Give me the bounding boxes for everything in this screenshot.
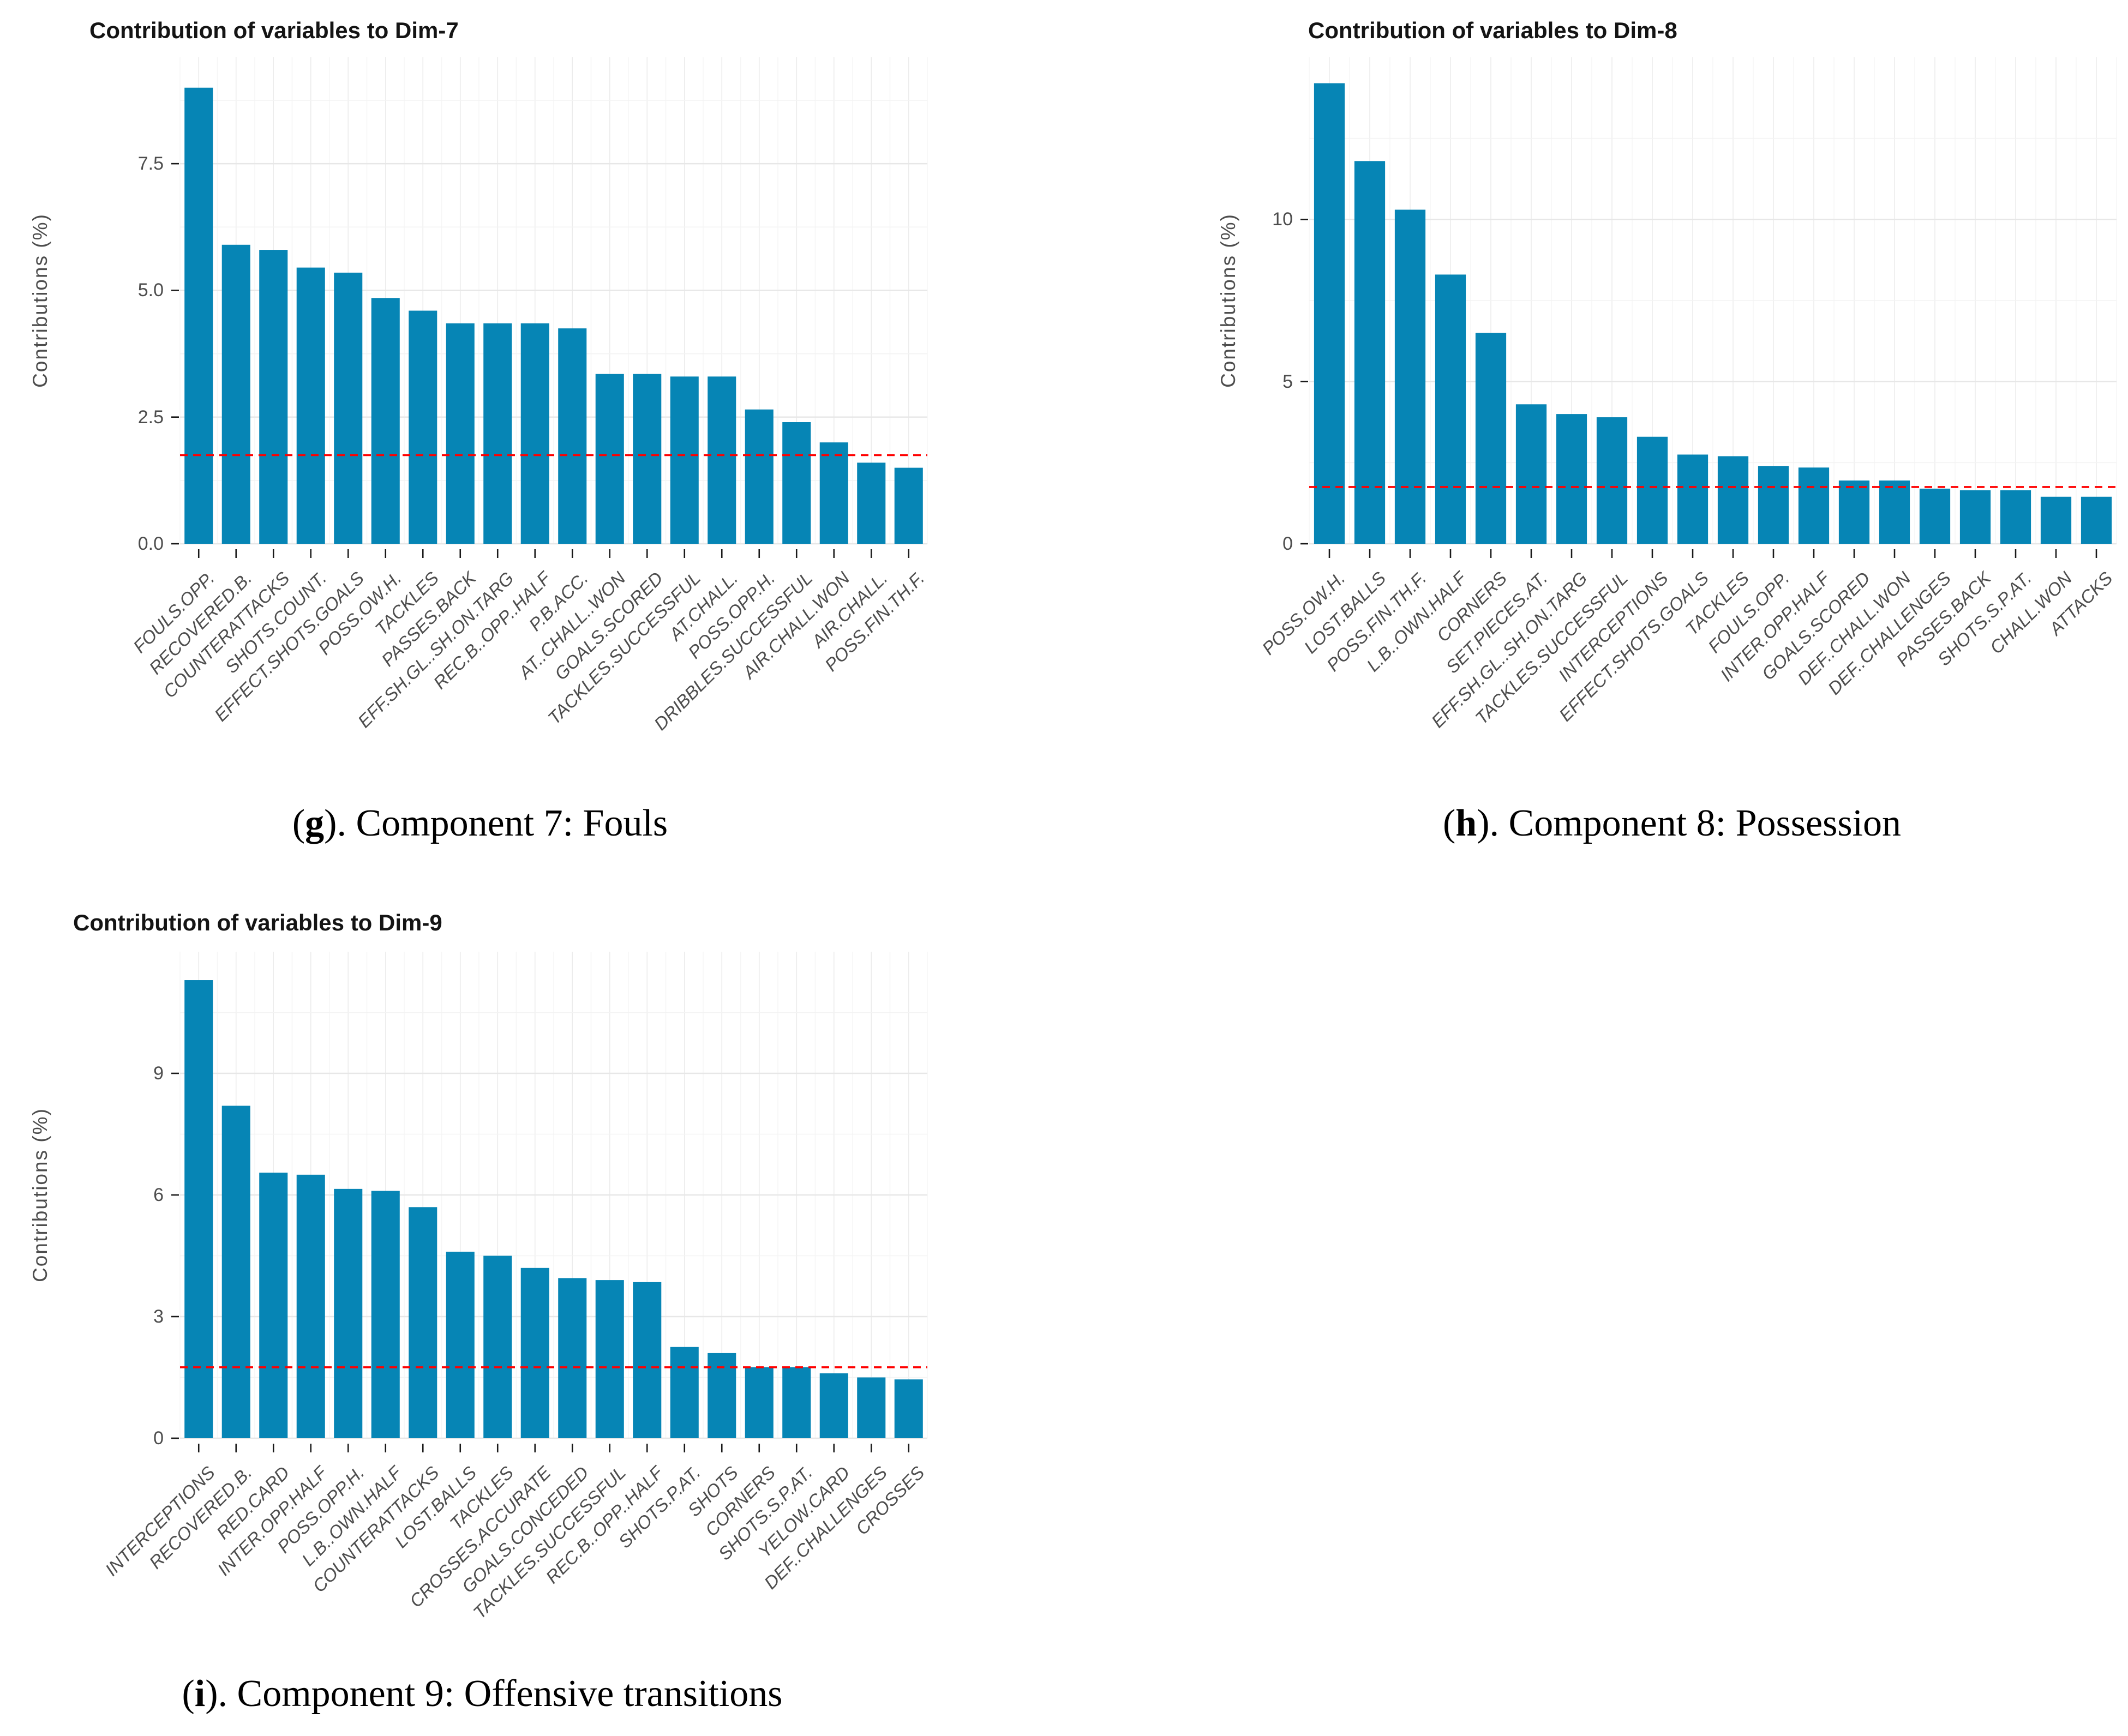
caption-dim9: (i). Component 9: Offensive transitions xyxy=(182,1672,782,1716)
bar xyxy=(409,1207,437,1438)
caption-text: ). Component 7: Fouls xyxy=(324,802,668,844)
caption-open: ( xyxy=(292,802,305,844)
y-axis-title-text: Contributions (%) xyxy=(29,213,51,388)
bar xyxy=(1637,436,1668,544)
bar xyxy=(782,1367,811,1438)
bar xyxy=(409,310,437,544)
bar xyxy=(558,1278,587,1438)
caption-dim7: (g). Component 7: Fouls xyxy=(292,802,668,845)
bar xyxy=(1838,480,1870,544)
caption-open: ( xyxy=(182,1673,195,1715)
bar xyxy=(1919,488,1951,544)
caption-letter: g xyxy=(305,802,325,844)
bar xyxy=(633,1282,662,1438)
bar xyxy=(745,1367,774,1438)
bar xyxy=(1435,274,1466,544)
caption-text: ). Component 9: Offensive transitions xyxy=(205,1673,783,1715)
y-tick-label: 5 xyxy=(1282,371,1293,392)
bar xyxy=(483,323,512,544)
bar xyxy=(1758,466,1789,544)
caption-text: ). Component 8: Possession xyxy=(1477,802,1902,844)
bar xyxy=(371,298,400,544)
bar xyxy=(894,467,923,544)
bar xyxy=(221,244,250,544)
bar xyxy=(446,323,475,544)
bar xyxy=(334,1188,363,1438)
y-tick-label: 10 xyxy=(1272,209,1293,230)
bar xyxy=(1879,480,1910,544)
bar xyxy=(221,1106,250,1438)
y-axis-title-text: Contributions (%) xyxy=(1217,213,1239,388)
y-tick-label: 6 xyxy=(153,1185,164,1205)
y-tick-label: 9 xyxy=(153,1063,164,1084)
bar xyxy=(483,1256,512,1438)
chart-title-dim8: Contribution of variables to Dim-8 xyxy=(1308,17,1677,43)
bar xyxy=(1314,83,1345,544)
y-tick-label: 2.5 xyxy=(137,406,164,428)
bar xyxy=(184,980,213,1438)
caption-dim8: (h). Component 8: Possession xyxy=(1443,802,1901,845)
bar xyxy=(1556,414,1587,544)
bar xyxy=(558,328,587,544)
bar xyxy=(296,267,325,544)
bar xyxy=(520,323,549,544)
bar xyxy=(1959,490,1991,544)
y-tick-label: 0 xyxy=(153,1428,164,1449)
bar xyxy=(520,1268,549,1438)
bar xyxy=(1677,454,1709,544)
bar xyxy=(259,1173,288,1438)
y-tick-label: 7.5 xyxy=(137,153,164,175)
bar xyxy=(633,374,662,544)
bar xyxy=(184,87,213,544)
y-tick-label: 3 xyxy=(153,1306,164,1327)
bar xyxy=(2000,490,2031,544)
caption-letter: h xyxy=(1455,802,1477,844)
bar xyxy=(259,250,288,544)
bar xyxy=(595,1280,624,1438)
bar xyxy=(595,374,624,544)
bar xyxy=(745,409,774,544)
bar xyxy=(1515,404,1547,544)
bar xyxy=(1354,161,1386,544)
bar xyxy=(446,1252,475,1438)
caption-letter: i xyxy=(194,1673,206,1715)
bar xyxy=(857,1377,886,1438)
bar xyxy=(1475,333,1507,544)
bar xyxy=(1717,456,1749,544)
bar xyxy=(819,1373,848,1438)
bar xyxy=(334,272,363,544)
bar xyxy=(1596,417,1628,544)
bar xyxy=(670,1347,699,1438)
bar xyxy=(857,462,886,544)
bar xyxy=(670,376,699,544)
chart-title-dim7: Contribution of variables to Dim-7 xyxy=(89,17,459,43)
y-tick-label: 0 xyxy=(1282,533,1293,554)
bar xyxy=(1394,209,1426,544)
y-tick-label: 0.0 xyxy=(137,533,164,554)
caption-open: ( xyxy=(1442,802,1456,844)
chart-title-dim9: Contribution of variables to Dim-9 xyxy=(73,910,442,935)
bar xyxy=(296,1174,325,1438)
bar xyxy=(371,1191,400,1438)
y-axis-title-text: Contributions (%) xyxy=(29,1108,51,1282)
y-tick-label: 5.0 xyxy=(137,280,164,301)
bar xyxy=(1798,467,1830,544)
bar xyxy=(708,376,736,544)
bar xyxy=(894,1379,923,1438)
bar xyxy=(708,1353,736,1438)
bar xyxy=(2081,496,2112,544)
bar xyxy=(2040,496,2072,544)
bar xyxy=(819,442,848,544)
bar xyxy=(782,422,811,544)
